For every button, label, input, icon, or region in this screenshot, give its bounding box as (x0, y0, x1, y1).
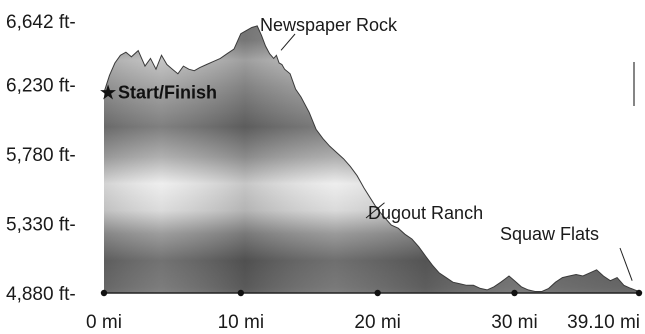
x-tick-label: 39.10 mi (567, 312, 640, 333)
start-finish-label: Start/Finish (118, 82, 217, 102)
x-tick-label: 10 mi (218, 312, 264, 333)
y-tick-label: 6,230 ft- (6, 76, 76, 97)
y-tick-label: 4,880 ft- (6, 284, 76, 305)
x-axis-tick-labels: 0 mi 10 mi 20 mi 30 mi 39.10 mi (86, 312, 640, 333)
squaw-flats-label: Squaw Flats (500, 224, 599, 244)
mile-marker-dot (237, 289, 245, 297)
y-tick-label: 5,330 ft- (6, 215, 76, 236)
dugout-ranch-label: Dugout Ranch (368, 203, 483, 223)
mile-marker-dot (635, 289, 643, 297)
newspaper-rock-leader-line (280, 33, 296, 51)
squaw-flats-leader-line (619, 247, 633, 281)
y-tick-label: 5,780 ft- (6, 145, 76, 166)
mile-marker-dot (100, 289, 108, 297)
x-tick-label: 0 mi (86, 312, 122, 333)
newspaper-rock-label: Newspaper Rock (260, 15, 398, 35)
mile-markers (100, 289, 643, 297)
y-axis-tick-labels: 6,642 ft- 6,230 ft- 5,780 ft- 5,330 ft- 4,88… (6, 12, 76, 305)
x-tick-label: 20 mi (354, 312, 400, 333)
start-star-icon: ★ (100, 82, 117, 102)
route-annotations: ★ Start/Finish Newspaper Rock Dugout Ranch S… (100, 15, 633, 281)
elevation-profile-line (103, 25, 640, 292)
mile-marker-dot (511, 289, 518, 297)
dugout-ranch-leader-line (365, 202, 385, 219)
y-tick-label: 6,642 ft- (6, 12, 76, 33)
mile-marker-dot (374, 289, 381, 297)
x-tick-label: 30 mi (491, 312, 537, 333)
